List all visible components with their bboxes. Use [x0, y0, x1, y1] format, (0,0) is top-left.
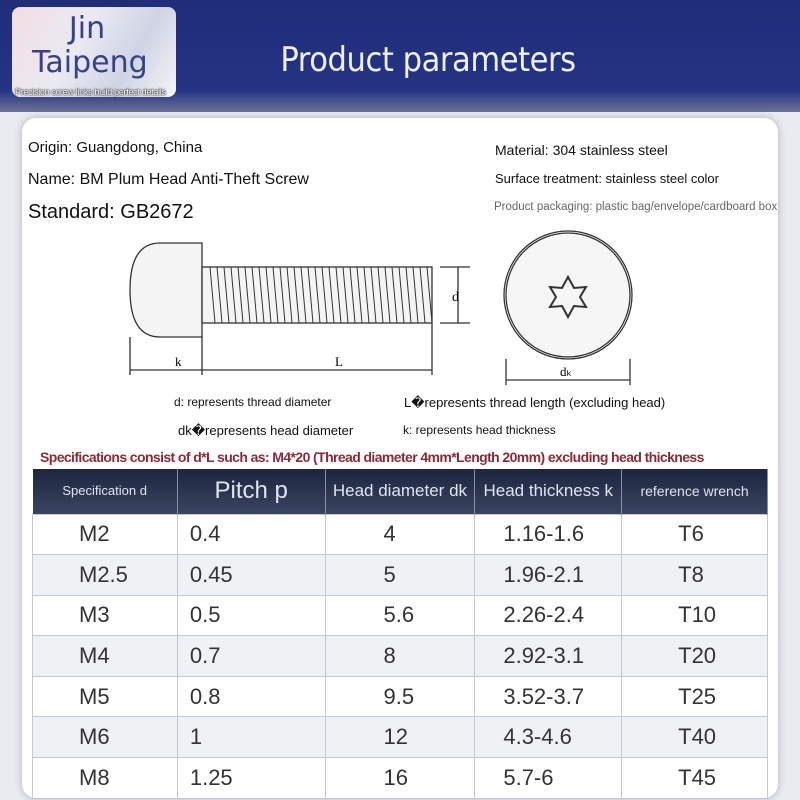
table-cell: T8: [621, 554, 768, 596]
material-text: Material: 304 stainless steel: [495, 142, 668, 158]
label-k: k: [175, 354, 182, 369]
table-cell: 4: [324, 513, 476, 556]
table-cell: T45: [621, 757, 768, 799]
tagline: Precision screw links build perfect deta…: [15, 87, 166, 97]
column-header: Head thickness k: [474, 469, 623, 514]
table-cell: M4: [32, 635, 178, 677]
table-cell: 2.92-3.1: [474, 635, 623, 677]
table-cell: M5: [32, 675, 178, 718]
table-cell: 0.7: [176, 635, 326, 677]
legend-d: d: represents thread diameter: [174, 395, 332, 409]
table-cell: 16: [324, 757, 476, 799]
table-row: M6 1 12 4.3-4.6 T40: [32, 716, 768, 759]
logo-line1: Jin: [68, 11, 106, 46]
column-header: reference wrench: [621, 469, 768, 514]
table-cell: M2: [32, 513, 178, 556]
table-cell: 5: [324, 554, 476, 596]
parameters-table: Specification d Pitch p Head diameter dk He…: [32, 469, 768, 799]
table-cell: 12: [324, 716, 476, 759]
table-cell: 3.52-3.7: [474, 675, 623, 718]
table-row: M4 0.7 8 2.92-3.1 T20: [32, 635, 768, 677]
legend-k: k: represents head thickness: [403, 423, 556, 437]
table-cell: 0.8: [176, 675, 326, 718]
standard-text: Standard: GB2672: [28, 201, 194, 223]
table-cell: 4.3-4.6: [474, 716, 623, 759]
table-cell: 1.25: [176, 757, 326, 799]
table-cell: 5.6: [324, 594, 476, 637]
table-cell: M8: [32, 757, 178, 799]
table-cell: M2.5: [32, 554, 178, 596]
table-cell: 9.5: [324, 675, 476, 718]
packaging-text: Product packaging: plastic bag/envelope/…: [494, 201, 778, 213]
label-dk: dₖ: [560, 364, 572, 379]
screw-diagram: k L d dₖ: [129, 230, 633, 385]
table-cell: 0.4: [176, 513, 326, 556]
table-cell: T10: [621, 594, 768, 637]
table-cell: 0.45: [176, 554, 326, 596]
table-cell: T25: [621, 675, 768, 718]
label-L: L: [335, 354, 343, 369]
name-text: Name: BM Plum Head Anti-Theft Screw: [28, 171, 309, 188]
legend-dk: dk�represents head diameter: [178, 423, 354, 438]
column-header: Head diameter dk: [325, 469, 476, 514]
column-header: Pitch p: [177, 469, 326, 514]
table-row: M2.5 0.45 5 1.96-2.1 T8: [32, 554, 768, 596]
table-cell: T20: [621, 635, 768, 677]
column-header: Specification d: [32, 469, 178, 514]
page-title: Product parameters: [280, 40, 576, 80]
surface-text: Surface treatment: stainless steel color: [495, 171, 719, 186]
table-row: M2 0.4 4 1.16-1.6 T6: [32, 513, 768, 556]
table-row: M5 0.8 9.5 3.52-3.7 T25: [32, 675, 768, 718]
table-cell: 5.7-6: [474, 757, 623, 799]
legend-L: L�represents thread length (excluding he…: [404, 395, 666, 410]
table-cell: 1.96-2.1: [474, 554, 623, 596]
table-cell: 1: [176, 716, 326, 759]
brand-logo: Jin Taipeng: [12, 7, 176, 97]
table-row: M3 0.5 5.6 2.26-2.4 T10: [32, 594, 768, 637]
table-row: M8 1.25 16 5.7-6 T45: [32, 757, 768, 799]
table-cell: 0.5: [176, 594, 326, 637]
logo-line2: Taipeng: [32, 45, 148, 80]
table-cell: T6: [621, 513, 768, 556]
table-cell: M6: [32, 716, 178, 759]
table-cell: 8: [324, 635, 476, 677]
table-cell: 1.16-1.6: [474, 513, 623, 556]
origin-text: Origin: Guangdong, China: [28, 139, 203, 156]
table-cell: M3: [32, 594, 178, 637]
specification-note: Specifications consist of d*L such as: M…: [40, 449, 704, 465]
header-banner: Jin Taipeng Precision screw links build …: [0, 0, 800, 112]
table-cell: T40: [621, 716, 768, 759]
label-d: d: [452, 290, 459, 305]
table-cell: 2.26-2.4: [474, 594, 623, 637]
